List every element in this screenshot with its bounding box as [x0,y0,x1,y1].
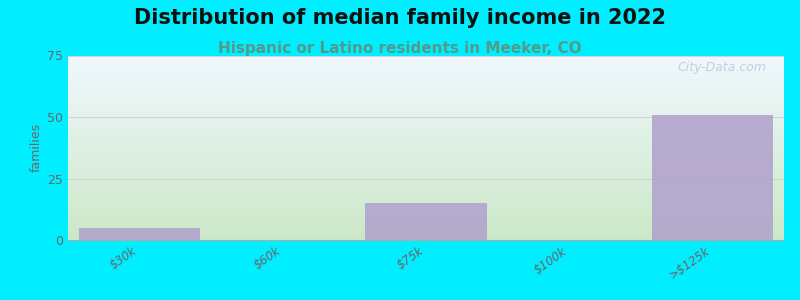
Text: City-Data.com: City-Data.com [678,61,766,74]
Bar [78,228,201,240]
Text: Distribution of median family income in 2022: Distribution of median family income in … [134,8,666,28]
Y-axis label: families: families [30,123,43,172]
Bar [365,203,487,240]
Bar [651,115,774,240]
Text: Hispanic or Latino residents in Meeker, CO: Hispanic or Latino residents in Meeker, … [218,40,582,56]
